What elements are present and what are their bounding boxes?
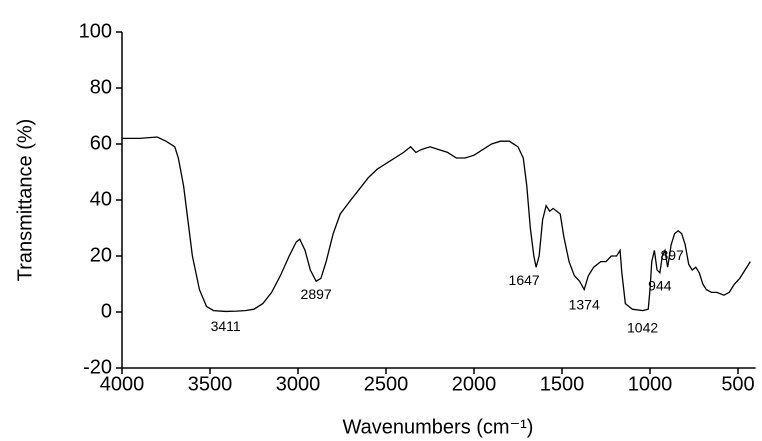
y-tick-label: 80 (90, 76, 112, 98)
x-tick-label: 1500 (540, 373, 585, 395)
x-tick-label: 1000 (628, 373, 673, 395)
y-tick-label: 20 (90, 244, 112, 266)
peak-label: 897 (660, 247, 684, 263)
y-tick-label: 0 (101, 300, 112, 322)
y-tick-label: 40 (90, 188, 112, 210)
x-tick-label: 2500 (364, 373, 409, 395)
spectrum-line (122, 136, 751, 313)
peak-label: 2897 (301, 286, 332, 302)
x-tick-label: 3000 (276, 373, 321, 395)
y-tick-label: 60 (90, 132, 112, 154)
x-tick-label: 4000 (100, 373, 145, 395)
y-tick-label: 100 (79, 20, 112, 42)
x-axis-title: Wavenumbers (cm⁻¹) (343, 416, 534, 438)
peak-label: 1647 (509, 272, 540, 288)
x-tick-label: 3500 (188, 373, 233, 395)
x-tick-label: 500 (721, 373, 754, 395)
peak-label: 944 (648, 278, 672, 294)
y-tick-label: -20 (83, 356, 112, 378)
x-tick-label: 2000 (452, 373, 497, 395)
peak-label: 1374 (569, 296, 600, 312)
y-axis-title: Transmittance (%) (14, 119, 36, 282)
peak-label: 3411 (211, 318, 241, 334)
peak-label: 1042 (627, 319, 658, 335)
